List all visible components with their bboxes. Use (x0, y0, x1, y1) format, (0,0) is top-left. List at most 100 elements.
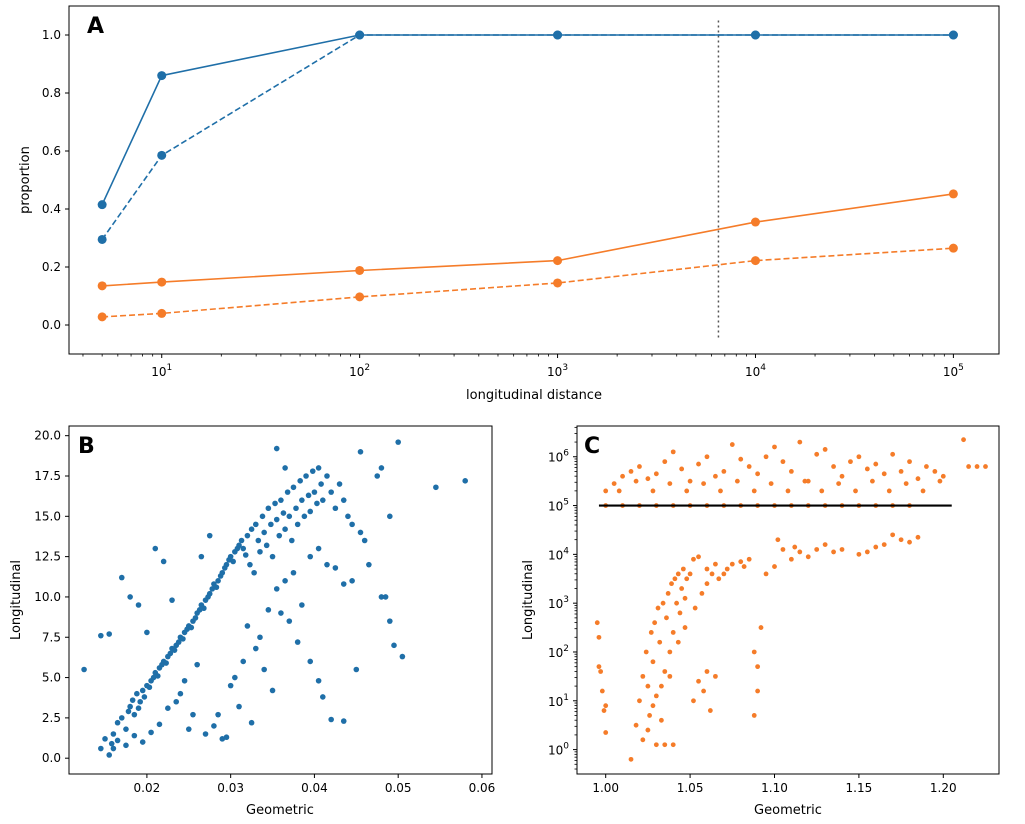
panel-c-point (596, 664, 602, 670)
panel-c-point (716, 576, 722, 582)
panel-b-point (336, 481, 343, 487)
panel-a-series-line-2 (101, 34, 954, 240)
panel-a-plot-area (97, 20, 958, 340)
panel-b-ylabel: Longitudinal (9, 560, 24, 640)
panel-c-point (780, 459, 786, 465)
panel-b-point (282, 465, 288, 471)
panel-c-point (839, 547, 845, 552)
panel-b-point (240, 658, 247, 665)
panel-b-point (114, 737, 121, 744)
panel-c-point (596, 634, 602, 640)
panel-b-point (110, 731, 117, 737)
panel-c-point (682, 595, 688, 601)
panel-c-point (734, 478, 740, 484)
panel-b-point (357, 529, 364, 536)
panel-a-xtick-label: 104 (745, 363, 766, 379)
panel-b-xticks: 0.02 0.03 0.04 0.05 0.06 (134, 774, 495, 795)
panel-c-point (655, 605, 661, 611)
panel-b-point (227, 682, 234, 689)
panel-b-point (278, 497, 284, 503)
panel-b-point (307, 553, 314, 560)
panel-c-point (628, 756, 634, 762)
panel-c-point (890, 532, 896, 538)
panel-c-point (751, 488, 757, 494)
panel-b-point (315, 465, 322, 471)
panel-c-point (802, 478, 808, 484)
panel-a-series-4-point (157, 308, 167, 318)
panel-b-point (194, 661, 200, 668)
panel-c-xtick-label: 1.05 (677, 781, 704, 795)
panel-b-point (361, 537, 368, 544)
panel-a-xticks: 101 102 103 104 105 (82, 354, 964, 379)
panel-c-point (633, 722, 639, 728)
panel-c-point (667, 649, 673, 655)
panel-a-series-2-point (948, 30, 958, 40)
panel-c-ytick-label: 104 (548, 546, 569, 562)
panel-c-point (746, 464, 752, 469)
panel-a-ytick-label: 1.0 (42, 28, 61, 42)
panel-b-ytick-label: 2.5 (42, 711, 61, 725)
panel-c-point (645, 727, 651, 733)
panel-b-point (165, 705, 171, 712)
panel-b-point (198, 553, 205, 560)
panel-c-point (677, 610, 683, 616)
panel-c-point (653, 742, 659, 748)
panel-b-point (261, 529, 267, 536)
panel-b-point (108, 740, 115, 747)
panel-c-point (665, 591, 671, 596)
panel-b-point (137, 698, 143, 705)
panel-b-point (131, 711, 138, 718)
panel-c-point (672, 576, 678, 582)
panel-c-point (713, 561, 718, 567)
panel-c-point (721, 468, 727, 474)
panel-b-point (110, 745, 117, 752)
panel-c-point (650, 488, 656, 494)
panel-c-ytick-label: 102 (548, 644, 569, 660)
panel-b-letter: B (78, 434, 95, 459)
panel-c-point (886, 488, 892, 494)
panel-b-xtick-label: 0.02 (134, 781, 161, 795)
panel-c-point (684, 576, 690, 582)
panel-b-point (202, 731, 209, 737)
panel-b-point (290, 569, 297, 576)
panel-c-point (699, 591, 705, 596)
panel-b-point (282, 526, 288, 533)
panel-c-point (660, 600, 666, 606)
panel-b-ytick-label: 20.0 (34, 429, 61, 443)
panel-a-series-line-4 (102, 247, 954, 318)
panel-c-point (603, 703, 609, 709)
panel-b-point (265, 505, 272, 512)
panel-c-point (679, 466, 685, 472)
panel-a-ytick-label: 0.2 (42, 260, 61, 274)
panel-b-point (378, 465, 385, 471)
panel-b-point (102, 736, 108, 742)
panel-c-point (797, 549, 803, 555)
panel-c-point (741, 564, 747, 569)
panel-c-point (662, 742, 668, 748)
panel-c-point (797, 439, 803, 445)
panel-a-ytick-label: 0.6 (42, 144, 61, 158)
panel-b-point (332, 505, 339, 512)
panel-b-point (328, 716, 334, 723)
panel-c-point (932, 468, 938, 474)
panel-b-point (378, 594, 385, 600)
panel-b-point (294, 521, 301, 528)
panel-b-point (251, 569, 257, 576)
panel-c-point (822, 447, 828, 452)
panel-a-series-4-point (948, 243, 958, 253)
panel-c-point (983, 464, 988, 469)
panel-c-point (687, 571, 693, 577)
panel-c-point (696, 678, 701, 684)
panel-c-point (755, 664, 761, 670)
panel-c-point (650, 659, 656, 665)
panel-b-ytick-label: 15.0 (34, 509, 61, 523)
panel-c-point (637, 464, 642, 469)
panel-b-point (206, 590, 213, 597)
panel-b-point (98, 745, 104, 752)
panel-b-frame (68, 425, 493, 775)
panel-b-point (399, 653, 406, 660)
panel-b-point (261, 666, 267, 673)
panel-b-point (175, 639, 182, 645)
panel-b-ytick-label: 5.0 (42, 671, 61, 685)
panel-b-point (211, 723, 217, 729)
